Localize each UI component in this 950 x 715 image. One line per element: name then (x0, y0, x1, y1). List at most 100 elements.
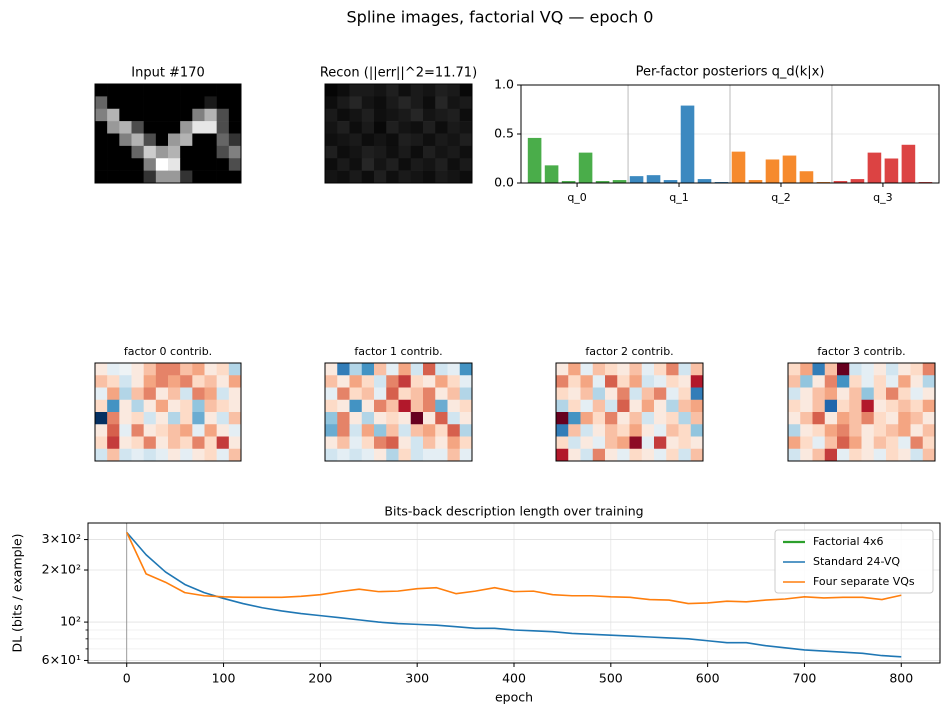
pixel (861, 412, 875, 425)
pixel (447, 448, 461, 462)
pixel (107, 387, 120, 401)
y-tick-label: 0.5 (494, 126, 514, 141)
pixel (410, 375, 424, 388)
pixel (155, 363, 169, 376)
pixel (168, 96, 181, 110)
pixel (349, 448, 363, 462)
pixel (898, 436, 911, 450)
pixel (374, 363, 387, 376)
pixel (435, 424, 448, 437)
pixel (580, 448, 594, 462)
pixel (386, 170, 399, 184)
pixel (192, 448, 205, 462)
pixel (641, 375, 655, 388)
pixel (180, 158, 193, 171)
pixel (131, 424, 144, 437)
pixel (861, 363, 875, 376)
pixel (337, 387, 350, 401)
pixel (168, 412, 181, 425)
pixel (580, 412, 594, 425)
pixel (168, 158, 181, 171)
frame (787, 362, 936, 462)
pixel (119, 170, 132, 184)
pixel (192, 170, 205, 184)
frame (94, 362, 242, 462)
pixel (119, 84, 132, 97)
pixel (180, 424, 193, 437)
pixel (107, 133, 120, 147)
pixel (435, 170, 448, 184)
pixel (216, 96, 230, 110)
pixel (568, 375, 581, 388)
pixel (349, 121, 363, 134)
pixel (386, 412, 399, 425)
pixel (580, 436, 594, 450)
pixel (95, 412, 108, 425)
pixel (325, 436, 338, 450)
pixel (107, 436, 120, 450)
pixel (592, 375, 606, 388)
pixel (216, 121, 230, 134)
pixel (228, 84, 242, 97)
pixel (410, 108, 424, 122)
pixel (143, 158, 157, 171)
pixel (788, 363, 801, 376)
pixel (349, 108, 363, 122)
pixel (641, 363, 655, 376)
pixel (788, 375, 801, 388)
pixel (824, 424, 838, 437)
pixel (325, 170, 338, 184)
bar (901, 144, 916, 183)
pixel (349, 145, 363, 159)
pixel (398, 424, 412, 437)
pixel (459, 412, 473, 425)
pixel (361, 375, 375, 388)
pixel (605, 363, 618, 376)
pixel (398, 121, 412, 134)
pixel (824, 375, 838, 388)
pixel (435, 399, 448, 413)
x-tick-label: 600 (696, 671, 720, 686)
pixel (592, 436, 606, 450)
bar (680, 105, 695, 183)
pixel (95, 158, 108, 171)
pixel (398, 363, 412, 376)
pixel (349, 412, 363, 425)
pixel (386, 399, 399, 413)
pixel (398, 133, 412, 147)
pixel (131, 158, 144, 171)
pixel (410, 84, 424, 97)
pixel (690, 448, 704, 462)
pixel (337, 363, 350, 376)
pixel (325, 84, 338, 97)
pixel (459, 375, 473, 388)
pixel (580, 387, 594, 401)
pixel (423, 108, 436, 122)
pixel (812, 387, 826, 401)
series-line (126, 531, 902, 658)
pixel (168, 436, 181, 450)
pixel (95, 133, 108, 147)
pixel (155, 158, 169, 171)
pixel (337, 170, 350, 184)
pixel (374, 412, 387, 425)
pixel (131, 108, 144, 122)
pixel (849, 412, 862, 425)
pixel (666, 399, 679, 413)
pixel (459, 96, 473, 110)
pixel (666, 375, 679, 388)
pixel (374, 96, 387, 110)
pixel (228, 158, 242, 171)
pixel (592, 363, 606, 376)
pixel (228, 448, 242, 462)
pixel (168, 387, 181, 401)
pixel (423, 96, 436, 110)
pixel (95, 424, 108, 437)
pixel (617, 363, 630, 376)
pixel (398, 96, 412, 110)
pixel (447, 108, 461, 122)
pixel (361, 412, 375, 425)
bar (697, 179, 712, 183)
pixel (143, 363, 157, 376)
pixel (861, 436, 875, 450)
